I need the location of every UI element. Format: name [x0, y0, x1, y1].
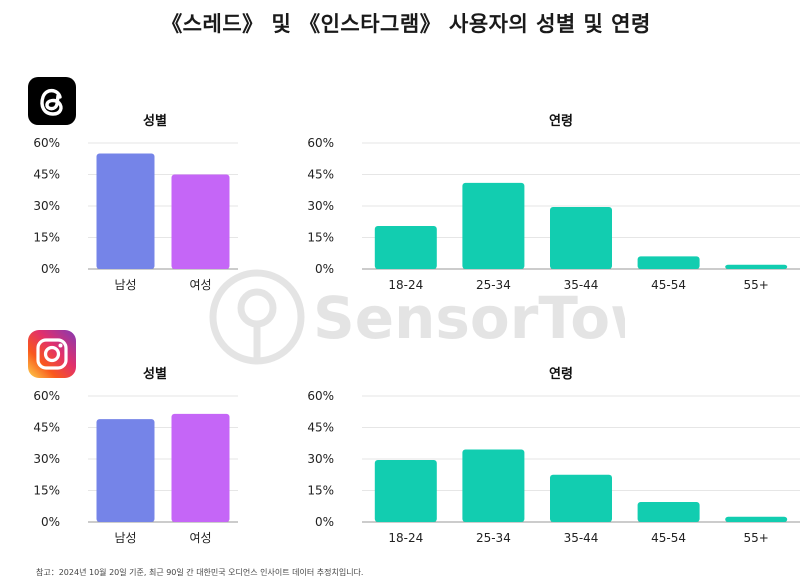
instagram-age-bar-2	[462, 449, 525, 522]
threads-age-bar-3	[550, 207, 612, 269]
threads-gender-xtick-label: 여성	[189, 278, 211, 292]
threads-age-ytick-label: 60%	[307, 136, 334, 150]
instagram-age-bar-4	[637, 502, 700, 522]
instagram-age-ytick-label: 30%	[307, 452, 334, 466]
instagram-gender-chart: 성별 0% 15% 30% 45% 60% 남성 여성	[33, 366, 238, 545]
instagram-age-xtick-label: 25-34	[476, 531, 511, 545]
threads-age-ytick-label: 0%	[315, 262, 334, 276]
instagram-gender-ytick-label: 60%	[33, 389, 60, 403]
threads-age-ytick-label: 30%	[307, 199, 334, 213]
instagram-gender-ytick-label: 30%	[33, 452, 60, 466]
threads-logo-icon	[28, 77, 76, 125]
threads-gender-chart: 성별 0% 15% 30% 45% 60% 남성 여성	[33, 113, 238, 292]
threads-gender-ytick-label: 0%	[41, 262, 60, 276]
instagram-gender-xtick-label: 여성	[189, 531, 211, 545]
threads-age-bar-2	[462, 182, 525, 269]
instagram-gender-xtick-label: 남성	[114, 531, 136, 545]
instagram-age-xtick-label: 55+	[744, 531, 769, 545]
instagram-age-ytick-label: 0%	[315, 515, 334, 529]
instagram-gender-bar-2	[171, 413, 230, 522]
footnote: 참고：2024년 10월 20일 기준, 최근 90일 간 대한민국 오디언스 …	[36, 568, 364, 577]
threads-gender-ytick-label: 15%	[33, 231, 60, 245]
instagram-age-xtick-label: 45-54	[651, 531, 686, 545]
threads-age-ytick-label: 15%	[307, 231, 334, 245]
instagram-age-chart: 연령 0% 15% 30% 45% 60% 18-24 25-34 35-44 45-54 55+	[307, 367, 800, 545]
instagram-gender-ytick-label: 15%	[33, 484, 60, 498]
threads-gender-bar-2	[171, 174, 230, 269]
instagram-gender-bar-1	[96, 419, 155, 522]
threads-age-title: 연령	[549, 114, 573, 129]
instagram-age-xtick-label: 18-24	[388, 531, 423, 545]
instagram-gender-title: 성별	[143, 366, 167, 382]
threads-age-xtick-label: 35-44	[564, 278, 599, 292]
instagram-age-xtick-label: 35-44	[564, 531, 599, 545]
instagram-gender-ytick-label: 0%	[41, 515, 60, 529]
instagram-logo-icon	[28, 330, 76, 378]
threads-gender-title: 성별	[143, 113, 167, 129]
threads-age-bar-5	[725, 264, 788, 269]
instagram-age-ytick-label: 45%	[307, 421, 334, 435]
instagram-age-ytick-label: 15%	[307, 484, 334, 498]
page-title: 《스레드》 및 《인스타그램》 사용자의 성별 및 연령	[161, 12, 651, 36]
threads-gender-ytick-label: 30%	[33, 199, 60, 213]
threads-age-xtick-label: 18-24	[388, 278, 423, 292]
threads-gender-xtick-label: 남성	[114, 278, 136, 292]
threads-age-bar-4	[637, 256, 700, 269]
threads-gender-bar-1	[96, 153, 155, 269]
threads-age-xtick-label: 55+	[744, 278, 769, 292]
instagram-age-title: 연령	[549, 367, 573, 382]
instagram-age-bar-3	[550, 474, 612, 522]
instagram-age-ytick-label: 60%	[307, 389, 334, 403]
threads-age-xtick-label: 25-34	[476, 278, 511, 292]
threads-gender-ytick-label: 45%	[33, 168, 60, 182]
threads-age-ytick-label: 45%	[307, 168, 334, 182]
threads-age-chart: 연령 0% 15% 30% 45% 60% 18-24 25-34 35-44 45-54 55+	[307, 114, 800, 292]
instagram-age-bar-1	[374, 460, 437, 522]
threads-age-xtick-label: 45-54	[651, 278, 686, 292]
threads-age-bar-1	[374, 225, 437, 269]
instagram-gender-ytick-label: 45%	[33, 421, 60, 435]
threads-gender-ytick-label: 60%	[33, 136, 60, 150]
instagram-age-bar-5	[725, 516, 788, 522]
